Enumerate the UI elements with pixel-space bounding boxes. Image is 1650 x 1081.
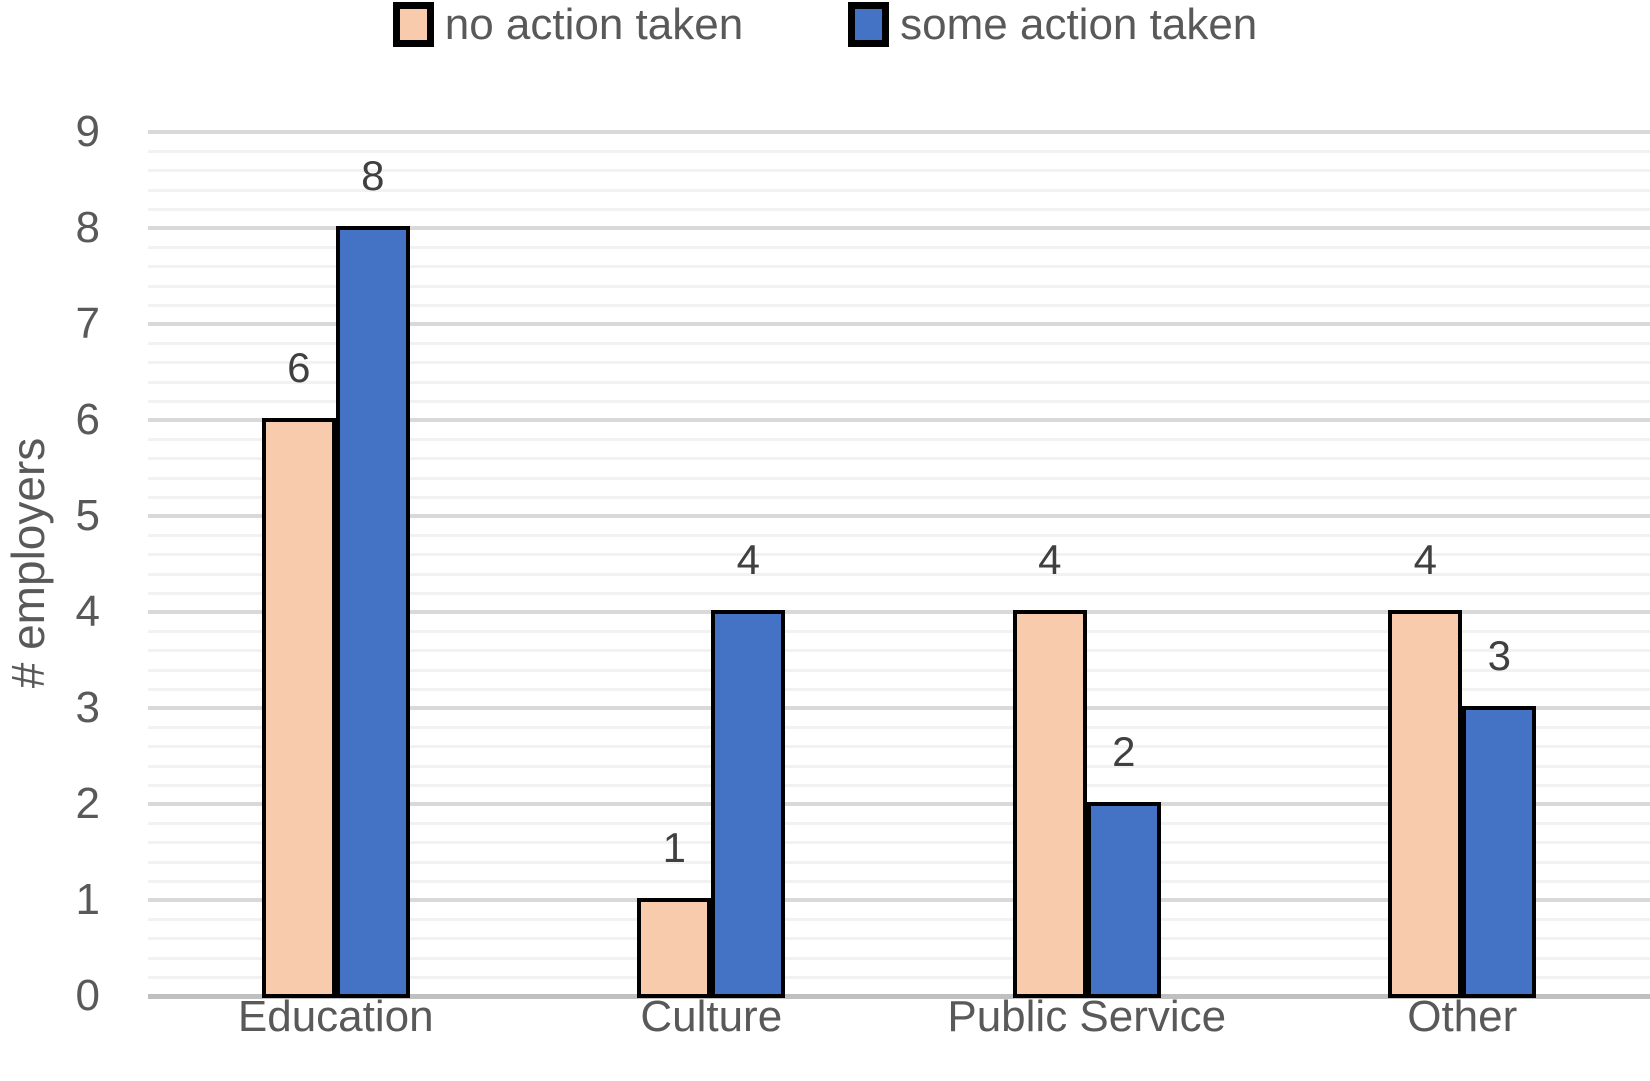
minor-gridline [148,668,1650,672]
major-gridline [148,226,1650,230]
bar-no-action-taken-Education [261,418,336,998]
minor-gridline [148,169,1650,173]
bar-some-action-taken-Public-Service [1086,802,1161,998]
minor-gridline [148,438,1650,442]
minor-gridline [148,457,1650,461]
y-tick-label: 3 [75,683,100,732]
y-tick-label: 5 [75,491,100,540]
minor-gridline [148,783,1650,787]
minor-gridline [148,860,1650,864]
y-tick-label: 6 [75,395,100,444]
x-category-label: Other [1407,992,1518,1041]
bar-no-action-taken-Culture [637,898,712,998]
major-gridline [148,802,1650,806]
bar-some-action-taken-Culture [711,610,786,998]
minor-gridline [148,207,1650,211]
bar-some-action-taken-Other [1462,706,1537,998]
minor-gridline [148,572,1650,576]
major-gridline [148,610,1650,614]
bar-some-action-taken-Education [335,226,410,998]
minor-gridline [148,553,1650,557]
minor-gridline [148,822,1650,826]
major-gridline [148,130,1650,134]
data-label: 8 [361,152,385,199]
data-label: 4 [736,536,760,583]
minor-gridline [148,687,1650,691]
minor-gridline [148,630,1650,634]
minor-gridline [148,534,1650,538]
minor-gridline [148,841,1650,845]
legend-swatch-icon [848,2,890,47]
minor-gridline [148,399,1650,403]
data-label: 6 [287,344,311,391]
x-axis-line [148,994,1650,999]
minor-gridline [148,380,1650,384]
data-label: 2 [1112,728,1136,775]
major-gridline [148,418,1650,422]
minor-gridline [148,918,1650,922]
y-tick-label: 4 [75,587,100,636]
minor-gridline [148,495,1650,499]
legend-item-0: no action taken [392,0,744,49]
minor-gridline [148,975,1650,979]
minor-gridline [148,745,1650,749]
minor-gridline [148,361,1650,365]
data-label: 1 [662,824,686,871]
minor-gridline [148,284,1650,288]
legend-item-1: some action taken [848,2,1257,47]
minor-gridline [148,342,1650,346]
major-gridline [148,514,1650,518]
major-gridline [148,322,1650,326]
legend-label: no action taken [444,0,744,49]
y-tick-label: 2 [75,779,100,828]
data-label: 3 [1487,632,1511,679]
bar-no-action-taken-Other [1388,610,1463,998]
minor-gridline [148,246,1650,250]
x-category-label: Public Service [947,992,1227,1041]
minor-gridline [148,303,1650,307]
y-tick-label: 8 [75,203,100,252]
x-category-label: Culture [640,992,783,1041]
minor-gridline [148,649,1650,653]
y-tick-label: 0 [75,971,100,1020]
y-tick-label: 7 [75,299,100,348]
major-gridline [148,706,1650,710]
minor-gridline [148,150,1650,154]
minor-gridline [148,879,1650,883]
y-tick-label: 1 [75,875,100,924]
minor-gridline [148,937,1650,941]
data-label: 4 [1413,536,1437,583]
legend-label: some action taken [900,0,1258,49]
minor-gridline [148,591,1650,595]
minor-gridline [148,188,1650,192]
minor-gridline [148,476,1650,480]
data-label: 4 [1038,536,1062,583]
major-gridline [148,898,1650,902]
minor-gridline [148,764,1650,768]
legend-swatch-icon [392,2,434,47]
x-category-label: Education [237,992,434,1041]
bar-no-action-taken-Public-Service [1012,610,1087,998]
legend: no action taken some action taken [0,2,1650,47]
minor-gridline [148,726,1650,730]
y-tick-label: 9 [75,107,100,156]
minor-gridline [148,265,1650,269]
minor-gridline [148,956,1650,960]
